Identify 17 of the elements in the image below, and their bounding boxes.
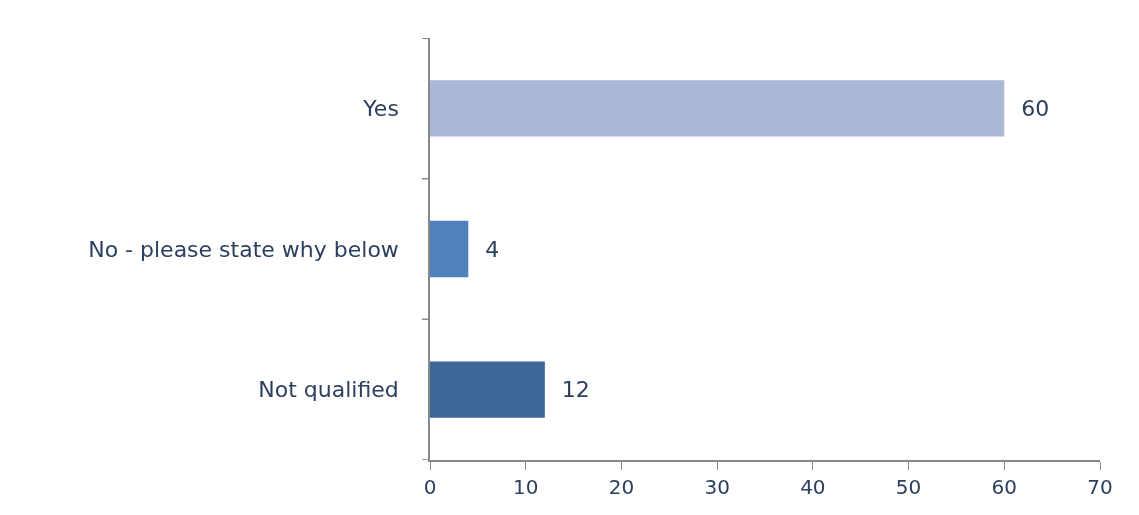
y-tick-label: Not qualified <box>258 377 399 403</box>
y-tick-label: No - please state why below <box>88 236 399 262</box>
x-tick-label: 40 <box>800 474 826 499</box>
bar <box>430 220 469 278</box>
x-tick-label: 20 <box>608 474 635 499</box>
x-tick-label: 10 <box>512 474 539 499</box>
data-label: 12 <box>547 377 590 403</box>
x-tick-label: 60 <box>991 474 1018 499</box>
bar <box>430 80 1005 137</box>
data-label: 60 <box>1007 95 1050 121</box>
x-tick-label: 0 <box>423 474 437 499</box>
x-tick-label: 70 <box>1087 474 1113 499</box>
y-tick-label: Yes <box>362 96 399 122</box>
data-label: 4 <box>471 236 500 262</box>
bar <box>430 361 545 418</box>
x-tick-label: 50 <box>895 474 922 499</box>
x-tick-label: 30 <box>704 474 730 499</box>
